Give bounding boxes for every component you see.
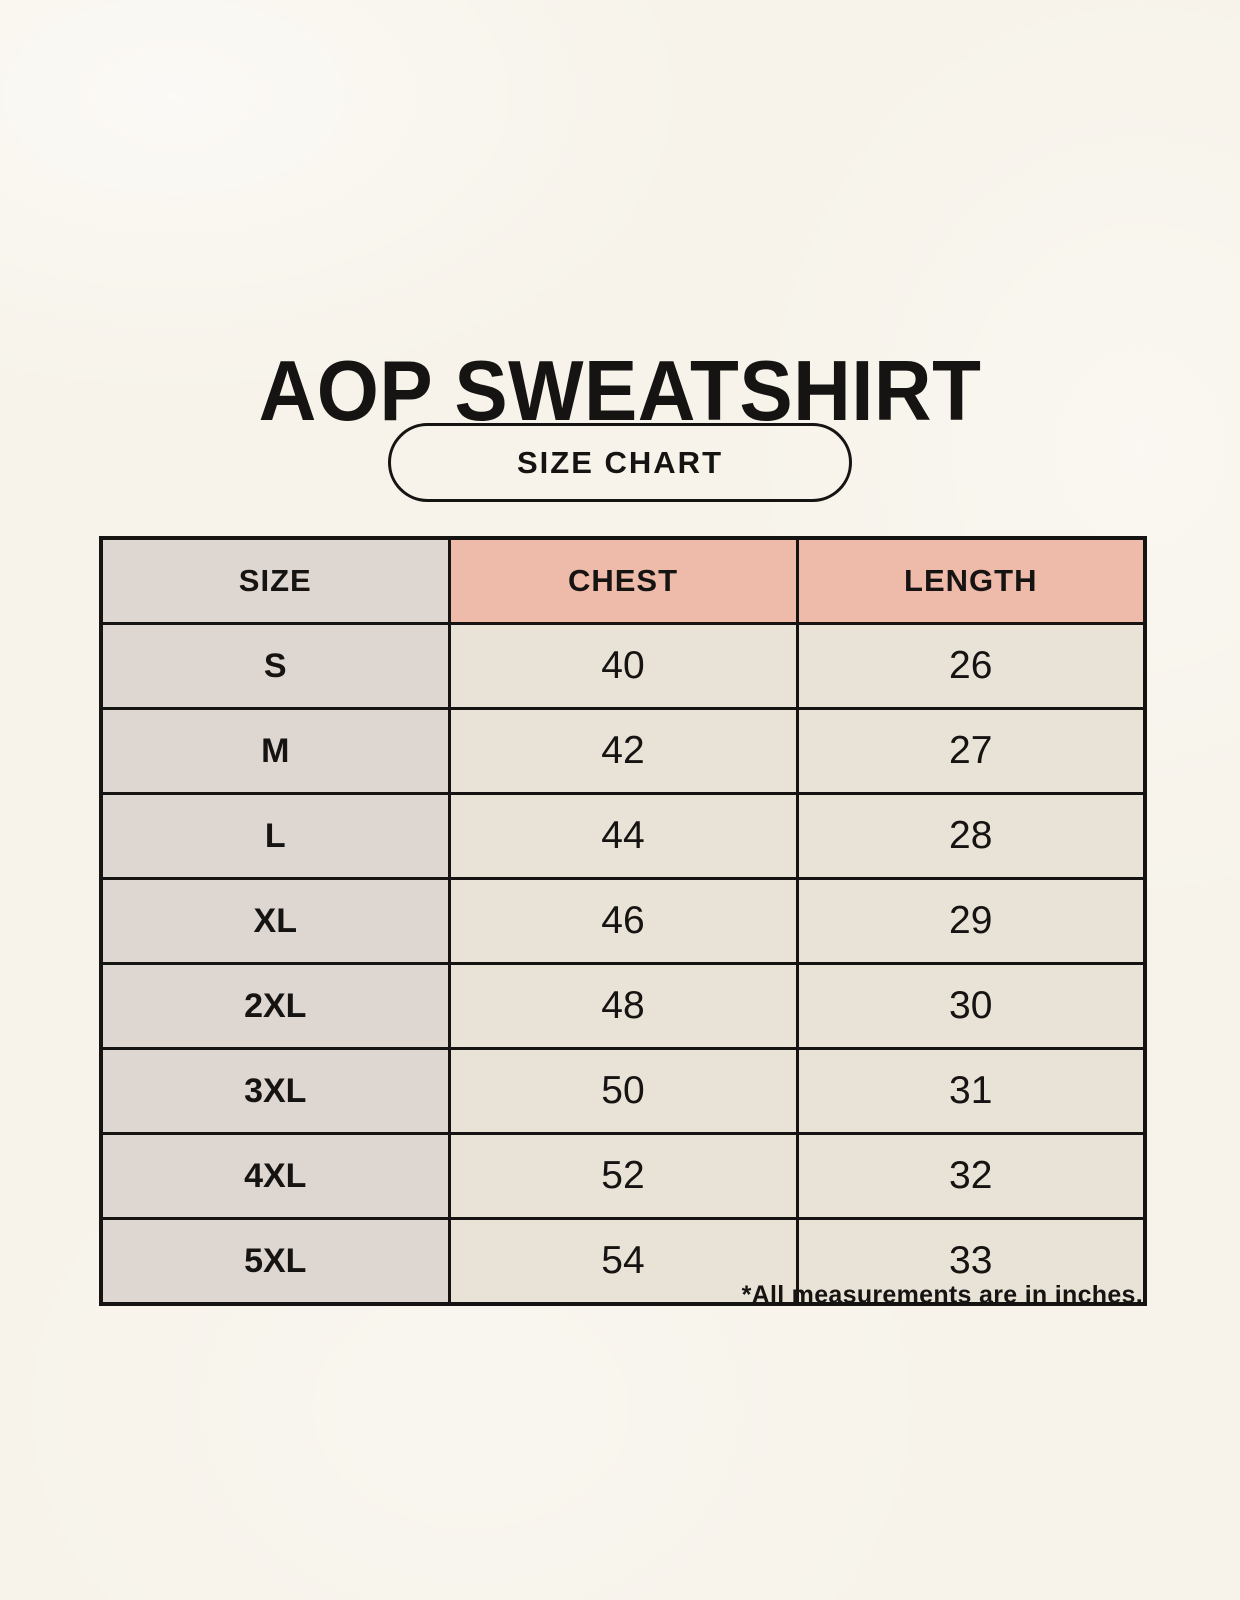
header-cell-length: LENGTH [795,536,1147,625]
chest-cell: 42 [447,707,799,795]
length-cell: 33 [795,1217,1147,1306]
chest-cell: 48 [447,962,799,1050]
length-cell: 30 [795,962,1147,1050]
length-cell: 28 [795,792,1147,880]
chest-cell: 46 [447,877,799,965]
size-chart-table: SIZE CHEST LENGTH S 40 26 M 42 27 L 44 28 XL 46 29 2XL… [99,536,1147,1306]
size-cell: M [99,707,451,795]
table-row: L 44 28 [99,792,1147,880]
measurements-footnote: *All measurements are in inches. [741,1281,1143,1309]
table-row: S 40 26 [99,622,1147,710]
length-cell: 31 [795,1047,1147,1135]
page-title: AOP SWEATSHIRT [258,343,982,439]
chest-cell: 54 [447,1217,799,1306]
table-row: XL 46 29 [99,877,1147,965]
size-cell: L [99,792,451,880]
length-cell: 32 [795,1132,1147,1220]
chest-cell: 52 [447,1132,799,1220]
table-row: 2XL 48 30 [99,962,1147,1050]
size-cell: S [99,622,451,710]
header-row: SIZE CHEST LENGTH [99,536,1147,625]
chest-cell: 44 [447,792,799,880]
header-cell-chest: CHEST [447,536,799,625]
length-cell: 27 [795,707,1147,795]
size-cell: 2XL [99,962,451,1050]
size-cell: 5XL [99,1217,451,1306]
table-row: M 42 27 [99,707,1147,795]
size-cell: 4XL [99,1132,451,1220]
table-header: SIZE CHEST LENGTH [99,536,1147,625]
header-cell-size: SIZE [99,536,451,625]
size-chart-badge: SIZE CHART [388,423,852,502]
table-row: 3XL 50 31 [99,1047,1147,1135]
chest-cell: 40 [447,622,799,710]
table-row: 5XL 54 33 [99,1217,1147,1306]
size-cell: 3XL [99,1047,451,1135]
table-row: 4XL 52 32 [99,1132,1147,1220]
size-cell: XL [99,877,451,965]
chest-cell: 50 [447,1047,799,1135]
length-cell: 26 [795,622,1147,710]
length-cell: 29 [795,877,1147,965]
table-body: S 40 26 M 42 27 L 44 28 XL 46 29 2XL 48 30 3XL 50 31 4XL 52… [99,622,1147,1306]
size-chart-badge-label: SIZE CHART [517,444,723,480]
